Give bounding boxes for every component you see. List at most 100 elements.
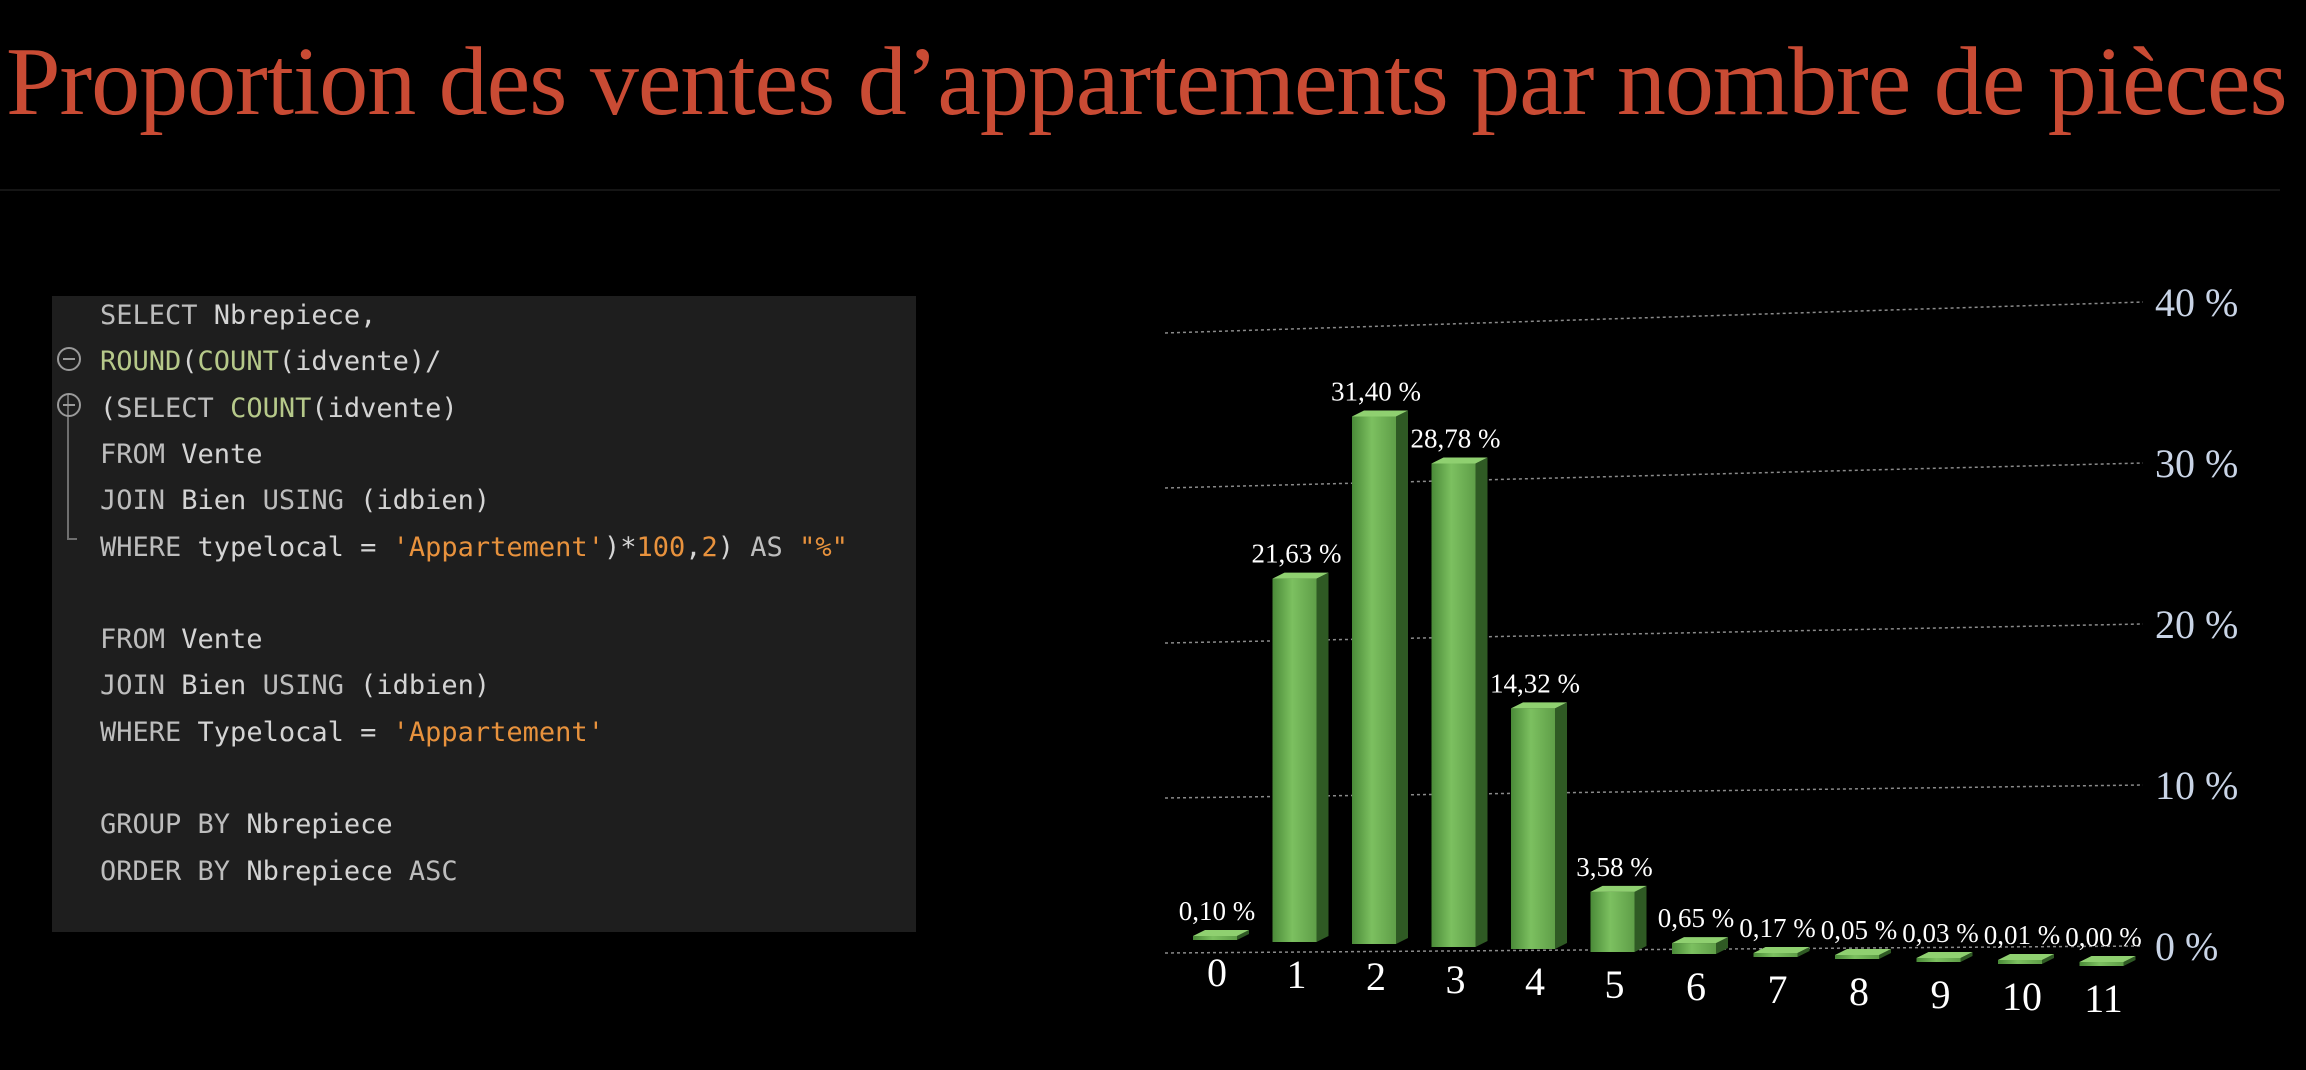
code-token: (idbien) xyxy=(360,485,491,517)
data-label: 0,10 % xyxy=(1179,896,1256,926)
code-token: ROUND xyxy=(100,346,182,378)
bar-side xyxy=(1797,947,1810,957)
bar-side xyxy=(1237,930,1249,940)
code-line: ROUND(COUNT(idvente)/ xyxy=(100,342,441,382)
code-token: ORDER BY xyxy=(100,855,247,887)
data-label: 0,03 % xyxy=(1902,918,1979,948)
code-token: Nbrepiece xyxy=(246,809,393,841)
bar-top xyxy=(1352,410,1408,417)
bar xyxy=(1998,960,2042,964)
bar xyxy=(1272,578,1317,942)
data-label: 31,40 % xyxy=(1331,376,1421,406)
fold-guide-line xyxy=(67,394,69,540)
bar-side xyxy=(1555,702,1567,949)
code-line: ORDER BY Nbrepiece ASC xyxy=(100,852,458,892)
code-token: Nbrepiece xyxy=(246,855,409,887)
code-token: , xyxy=(685,531,702,563)
code-token: typelocal = xyxy=(197,531,393,563)
bar-top xyxy=(1753,947,1810,953)
code-token: Nbrepiece, xyxy=(213,300,377,331)
bar xyxy=(1672,943,1716,954)
bar xyxy=(2079,962,2124,966)
data-label: 0,00 % xyxy=(2065,922,2142,952)
data-label: 3,58 % xyxy=(1576,852,1653,882)
bar xyxy=(1352,416,1396,944)
code-token: )* xyxy=(603,531,637,563)
bar xyxy=(1431,463,1476,947)
bar-top xyxy=(1998,954,2054,960)
code-token: SELECT xyxy=(100,300,214,331)
sql-code-panel: SELECT Nbrepiece, ROUND(COUNT(idvente)/(S… xyxy=(52,296,916,932)
code-token: 'Appartement' xyxy=(392,531,604,563)
fold-toggle-icon[interactable] xyxy=(57,347,81,371)
data-label: 21,63 % xyxy=(1252,539,1342,569)
code-token: (idbien) xyxy=(360,670,491,702)
bar-chart: 0 % 10 % 20 % 30 % 40 % 0 0,10 % 1 21,63 % 2 31,4… xyxy=(1164,280,2238,1021)
y-tick-label: 40 % xyxy=(2155,280,2238,325)
code-token: ( xyxy=(100,392,117,424)
bar-side xyxy=(1396,410,1408,944)
bar-top xyxy=(2079,956,2136,962)
code-token: COUNT xyxy=(197,346,279,378)
bar-side xyxy=(1634,885,1647,952)
x-tick-label: 9 xyxy=(1931,972,1951,1017)
bar xyxy=(1193,936,1237,940)
x-tick-label: 3 xyxy=(1446,957,1466,1002)
y-tick-label: 0 % xyxy=(2155,924,2218,969)
code-token: FROM xyxy=(100,624,182,656)
code-line: FROM Vente xyxy=(100,620,263,660)
bar-top xyxy=(1511,702,1567,709)
code-token: (idvente)/ xyxy=(278,346,442,378)
bar-side xyxy=(1316,572,1329,942)
bar xyxy=(1916,958,1961,962)
x-tick-label: 10 xyxy=(2002,974,2042,1019)
bar-side xyxy=(1879,949,1891,959)
code-line: JOIN Bien USING (idbien) xyxy=(100,481,490,521)
code-token: USING xyxy=(262,485,361,517)
x-tick-label: 7 xyxy=(1768,967,1788,1012)
code-token: SELECT xyxy=(116,392,231,424)
bar-top xyxy=(1590,885,1647,892)
data-label: 0,01 % xyxy=(1984,920,2061,950)
data-label: 14,32 % xyxy=(1490,668,1580,698)
code-token: Vente xyxy=(181,624,263,656)
bar-top xyxy=(1835,949,1891,955)
bar-top xyxy=(1272,572,1329,579)
x-tick-label: 6 xyxy=(1686,964,1706,1009)
code-token: 2 xyxy=(701,531,718,563)
code-token: GROUP BY xyxy=(100,809,247,841)
y-tick-label: 30 % xyxy=(2155,441,2238,486)
data-label: 0,05 % xyxy=(1821,915,1898,945)
data-label: 0,65 % xyxy=(1658,903,1735,933)
bar-side xyxy=(2123,956,2136,966)
bar-top xyxy=(1916,952,1973,958)
code-token: Bien xyxy=(181,670,263,702)
bar-top xyxy=(1431,457,1488,464)
y-tick-label: 20 % xyxy=(2155,602,2238,647)
code-token: 'Appartement' xyxy=(392,716,604,748)
code-line: SELECT Nbrepiece, xyxy=(100,296,376,336)
bar-side xyxy=(1475,457,1488,947)
bar-top xyxy=(1672,937,1728,944)
x-tick-label: 5 xyxy=(1605,962,1625,1007)
bar-side xyxy=(1716,937,1728,954)
x-tick-label: 0 xyxy=(1207,950,1227,995)
code-token: Bien xyxy=(181,485,263,517)
page-title: Proportion des ventes d’appartements par… xyxy=(6,28,2288,136)
code-line: (SELECT COUNT(idvente) xyxy=(100,389,458,429)
code-line: GROUP BY Nbrepiece xyxy=(100,805,393,845)
code-token: JOIN xyxy=(100,670,182,702)
code-token: JOIN xyxy=(100,485,182,517)
code-token: WHERE xyxy=(100,716,198,748)
code-token: ( xyxy=(181,346,198,378)
fold-toggle-icon[interactable] xyxy=(57,393,81,417)
x-tick-label: 8 xyxy=(1849,969,1869,1014)
code-token: ASC xyxy=(408,855,458,887)
bar-top xyxy=(1193,930,1249,936)
bar-side xyxy=(1960,952,1973,962)
x-tick-label: 2 xyxy=(1366,954,1386,999)
code-token: "%" xyxy=(799,531,848,563)
code-token: ) xyxy=(717,531,751,563)
code-line: FROM Vente xyxy=(100,435,263,475)
data-label: 28,78 % xyxy=(1411,423,1501,453)
